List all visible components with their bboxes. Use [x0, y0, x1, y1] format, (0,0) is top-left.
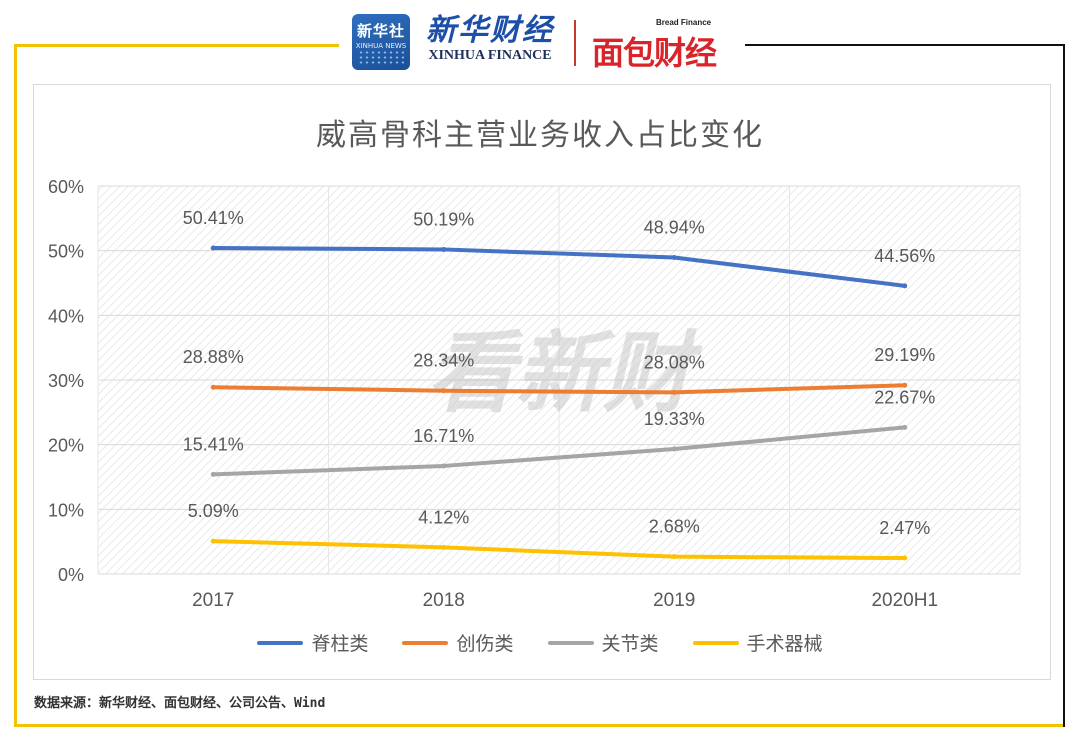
y-tick-label: 30%	[48, 371, 84, 391]
badge-en: XINHUA NEWS	[355, 42, 407, 50]
data-label: 28.08%	[644, 352, 705, 372]
bread-finance-en: Bread Finance	[656, 18, 712, 27]
data-point	[671, 255, 677, 261]
chart-title: 威高骨科主营业务收入占比变化	[316, 118, 764, 153]
x-tick-label: 2019	[653, 590, 695, 611]
legend-swatch	[692, 640, 739, 645]
legend-item-joint: 关节类	[547, 629, 659, 656]
legend-item-spine: 脊柱类	[257, 629, 368, 656]
y-tick-label: 0%	[58, 565, 84, 585]
legend-swatch	[547, 640, 594, 645]
data-label: 4.12%	[418, 507, 469, 527]
data-label: 22.67%	[874, 387, 935, 407]
data-point	[441, 388, 447, 394]
xinhua-news-logo: 新华社 XINHUA NEWS	[352, 14, 410, 70]
data-point	[671, 446, 677, 452]
data-point	[210, 384, 216, 390]
series-line	[211, 425, 907, 477]
data-label: 28.34%	[413, 351, 474, 371]
legend-item-instruments: 手术器械	[692, 629, 823, 656]
data-point	[441, 246, 447, 252]
y-tick-label: 60%	[48, 177, 84, 197]
data-label: 28.88%	[183, 347, 244, 367]
data-label: 50.41%	[183, 208, 244, 228]
y-tick-label: 50%	[48, 242, 84, 262]
data-label: 2.68%	[649, 517, 700, 537]
bread-finance-logo: Bread Finance 面包财经	[592, 18, 732, 72]
x-tick-label: 2018	[423, 590, 465, 611]
legend: 脊柱类 创伤类 关节类 手术器械	[0, 629, 1080, 656]
data-label: 5.09%	[188, 501, 239, 521]
data-point	[671, 554, 677, 560]
data-label: 2.47%	[879, 518, 930, 538]
data-point	[210, 538, 216, 544]
legend-label: 脊柱类	[311, 633, 369, 655]
network-dots-icon	[358, 50, 404, 64]
data-label: 16.71%	[413, 426, 474, 446]
data-point	[902, 283, 908, 289]
data-label: 29.19%	[874, 345, 935, 365]
x-tick-label: 2020H1	[871, 590, 938, 611]
legend-label: 创伤类	[456, 633, 514, 655]
xinhua-finance-logo: 新华财经 XINHUA FINANCE	[420, 12, 560, 72]
x-tick-label: 2017	[192, 590, 234, 611]
data-point	[441, 463, 447, 469]
legend-label: 手术器械	[746, 633, 823, 655]
legend-swatch	[402, 640, 449, 645]
data-label: 19.33%	[644, 409, 705, 429]
data-point	[210, 245, 216, 251]
bread-finance-cn: 面包财经	[592, 34, 717, 72]
data-label: 48.94%	[644, 218, 705, 238]
legend-swatch	[257, 640, 304, 645]
frame-left	[14, 44, 17, 727]
data-source: 数据来源：新华财经、面包财经、公司公告、Wind	[34, 696, 326, 711]
data-label: 15.41%	[183, 434, 244, 454]
legend-label: 关节类	[601, 633, 659, 655]
data-point	[671, 389, 677, 395]
data-point	[210, 471, 216, 477]
watermark: 看新财	[427, 321, 703, 424]
data-point	[902, 382, 908, 388]
series-line	[211, 383, 907, 395]
legend-item-trauma: 创伤类	[402, 629, 514, 656]
y-tick-label: 20%	[48, 436, 84, 456]
frame-bottom	[14, 724, 1064, 727]
data-point	[902, 424, 908, 430]
xinhua-finance-en: XINHUA FINANCE	[428, 48, 552, 63]
logo-separator	[574, 20, 576, 66]
data-point	[902, 555, 908, 561]
data-label: 44.56%	[874, 246, 935, 266]
data-point	[441, 544, 447, 550]
frame-top-right	[745, 44, 1065, 46]
series-line	[211, 246, 907, 288]
xinhua-finance-cn: 新华财经	[426, 13, 554, 48]
frame-right	[1063, 44, 1065, 727]
frame-top-left	[14, 44, 339, 47]
data-label: 50.19%	[413, 209, 474, 229]
y-tick-label: 40%	[48, 306, 84, 326]
series-line	[211, 539, 907, 561]
badge-cn: 新华社	[356, 22, 405, 40]
y-tick-label: 10%	[48, 500, 84, 520]
